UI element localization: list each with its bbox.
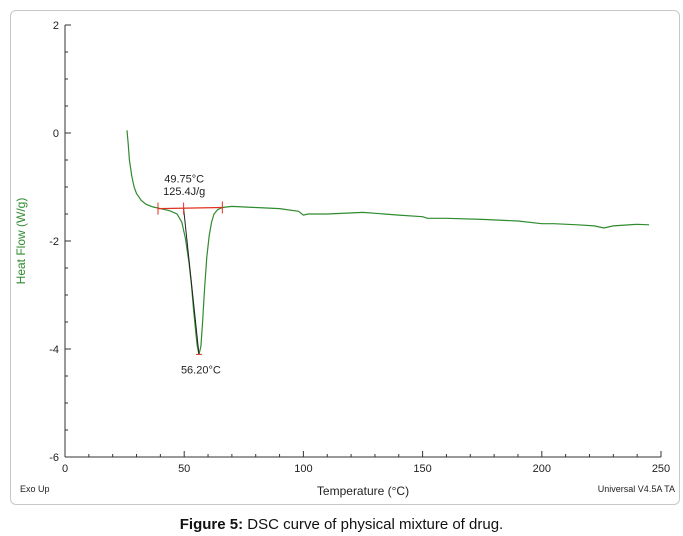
y-tick-label: 2 [53,20,59,32]
x-tick-label: 50 [178,463,190,475]
caption-text: DSC curve of physical mixture of drug. [243,516,504,533]
y-axis-label: Heat Flow (W/g) [14,198,28,285]
annotation-label: 49.75°C [164,174,204,186]
heat-flow-curve [126,130,650,355]
y-tick-label: 0 [53,128,59,140]
dsc-chart: 20-2-4-60 50 100 150 200 250 49.75°C125.4J/g5… [14,20,670,498]
x-tick-label: 0 [62,463,68,475]
x-tick-label: 150 [413,463,431,475]
software-version-label: Universal V4.5A TA [597,484,675,494]
chart-frame [10,10,680,505]
x-axis-label: Temperature (°C) [317,484,409,498]
x-tick-label: 100 [294,463,312,475]
annotation-label: 125.4J/g [163,186,205,198]
integration-baseline [157,206,223,210]
y-tick-label: -4 [49,344,59,356]
axes [64,25,661,458]
x-tick-label: 200 [533,463,551,475]
tick-marks [64,24,662,458]
x-tick-label: 250 [652,463,670,475]
plot-area [126,130,650,355]
caption-label: Figure 5: [179,516,244,533]
y-tick-label: -6 [49,452,59,464]
exo-up-label: Exo Up [20,484,50,494]
y-tick-label: -2 [49,236,59,248]
tick-labels: 20-2-4-60 50 100 150 200 250 [49,20,670,475]
figure-caption: Figure 5: DSC curve of physical mixture … [0,516,683,533]
annotation-label: 56.20°C [181,364,221,376]
onset-tangent-line [183,208,200,355]
